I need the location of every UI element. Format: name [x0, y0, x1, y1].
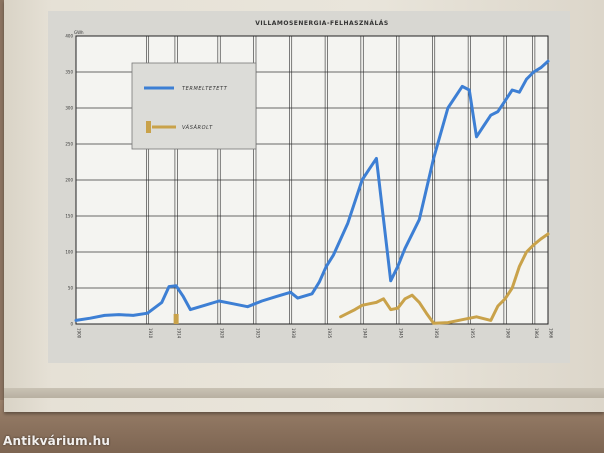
y-tick-label: 400	[65, 34, 73, 39]
chart-canvas: VILLAMOSENERGIA-FELHASZNÁLÁS GWh 0 50 100 150…	[65, 20, 554, 339]
x-tick-label: 1950	[434, 328, 439, 339]
series-line-termeltetett	[74, 59, 550, 322]
y-tick-label: 100	[65, 250, 73, 255]
x-tick-label: 1914	[177, 328, 182, 339]
x-tick-label: 1940	[363, 328, 368, 339]
y-axis-unit-label: GWh	[74, 30, 84, 35]
page-fold	[4, 388, 604, 398]
bar-marker	[173, 313, 179, 324]
x-tick-label: 1910	[148, 328, 153, 339]
x-tick-label: 1935	[327, 328, 332, 339]
y-tick-label: 150	[65, 214, 73, 219]
x-tick-label: 1920	[220, 328, 225, 339]
y-tick-label: 50	[68, 286, 74, 291]
y-tick-label: 0	[70, 322, 73, 327]
x-tick-label: 1900	[77, 328, 82, 339]
legend-swatch-bar-vasarolt	[146, 121, 151, 133]
legend-label-vasarolt: VÁSÁROLT	[182, 124, 213, 131]
chart-title: VILLAMOSENERGIA-FELHASZNÁLÁS	[255, 20, 389, 27]
y-tick-label: 250	[65, 142, 73, 147]
chart-panel: VILLAMOSENERGIA-FELHASZNÁLÁS GWh 0 50 100 150…	[48, 11, 570, 363]
x-tick-label: 1964	[534, 328, 539, 339]
x-tick-label: 1945	[398, 328, 403, 339]
legend-label-termeltetett: TERMELTETETT	[182, 86, 228, 92]
x-tick-label: 1925	[255, 328, 260, 339]
series-line-vasarolt	[339, 232, 550, 325]
y-tick-label: 300	[65, 106, 73, 111]
x-tick-label: 1960	[506, 328, 511, 339]
x-tick-label: 1966	[549, 328, 554, 339]
x-tick-label: 1955	[470, 328, 475, 339]
y-tick-label: 200	[65, 178, 73, 183]
y-tick-label: 350	[65, 70, 73, 75]
watermark-text: Antikvárium.hu	[3, 434, 111, 448]
x-tick-label: 1930	[291, 328, 296, 339]
legend-box	[131, 62, 257, 150]
